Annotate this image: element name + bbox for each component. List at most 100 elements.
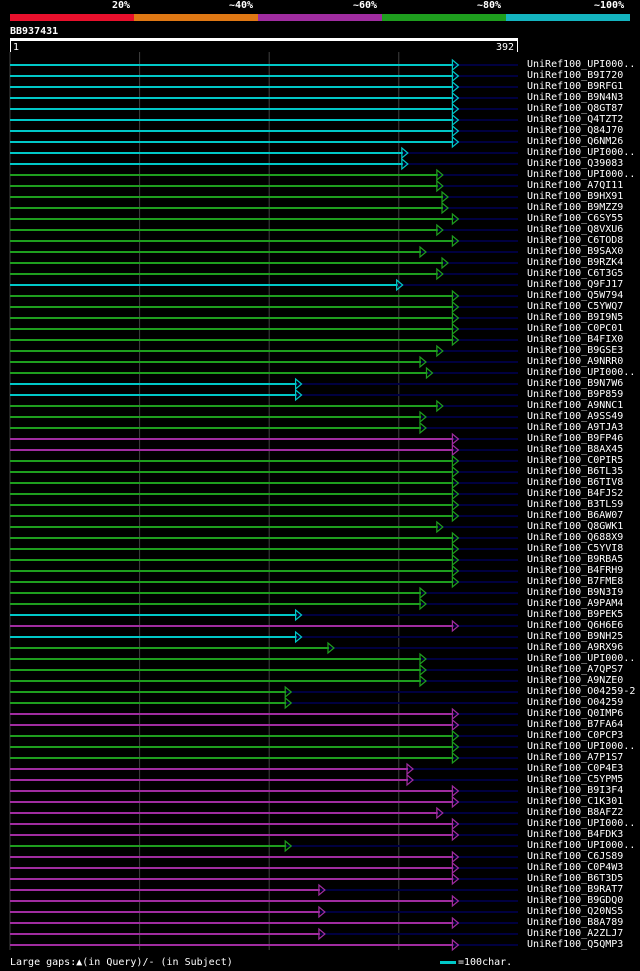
hit-arrow-icon bbox=[441, 256, 449, 270]
hit-label[interactable]: UniRef100_C6SY55 bbox=[527, 213, 624, 224]
hit-label[interactable]: UniRef100_B8A789 bbox=[527, 917, 624, 928]
hit-arrow-icon bbox=[451, 795, 460, 809]
hit-label[interactable]: UniRef100_A9NNC1 bbox=[527, 400, 624, 411]
hit-label[interactable]: UniRef100_C1K301 bbox=[527, 796, 624, 807]
hit-label[interactable]: UniRef100_C6JS89 bbox=[527, 851, 624, 862]
hit-label[interactable]: UniRef100_Q6H6E6 bbox=[527, 620, 624, 631]
hit-label[interactable]: UniRef100_B9NH25 bbox=[527, 631, 624, 642]
hit-label[interactable]: UniRef100_B9N3I9 bbox=[527, 587, 624, 598]
hit-arrow-icon bbox=[436, 179, 444, 193]
hit-label[interactable]: UniRef100_B9P859 bbox=[527, 389, 624, 400]
hit-label[interactable]: UniRef100_UPI000.. bbox=[527, 653, 636, 664]
hit-label[interactable]: UniRef100_C0PCP3 bbox=[527, 730, 624, 741]
hit-label[interactable]: UniRef100_C6TOD8 bbox=[527, 235, 624, 246]
hit-label[interactable]: UniRef100_B9I720 bbox=[527, 70, 624, 81]
hit-label[interactable]: UniRef100_B8AX45 bbox=[527, 444, 624, 455]
hit-label[interactable]: UniRef100_O04259-2 bbox=[527, 686, 636, 697]
hit-label[interactable]: UniRef100_A9RX96 bbox=[527, 642, 624, 653]
hit-label[interactable]: UniRef100_C5YWQ7 bbox=[527, 301, 624, 312]
hit-label[interactable]: UniRef100_Q6NM26 bbox=[527, 136, 624, 147]
hit-arrow-icon bbox=[419, 355, 427, 369]
hit-label[interactable]: UniRef100_C0P4W3 bbox=[527, 862, 624, 873]
hit-label[interactable]: UniRef100_Q8VXU6 bbox=[527, 224, 624, 235]
hit-label[interactable]: UniRef100_B3TLS9 bbox=[527, 499, 624, 510]
hit-label[interactable]: UniRef100_A9TJA3 bbox=[527, 422, 624, 433]
hit-label[interactable]: UniRef100_B9HX91 bbox=[527, 191, 624, 202]
hit-label[interactable]: UniRef100_B4FDK3 bbox=[527, 829, 624, 840]
hit-arrow-icon bbox=[451, 861, 460, 875]
hit-label[interactable]: UniRef100_UPI000.. bbox=[527, 59, 636, 70]
hit-arrow-icon bbox=[401, 146, 409, 160]
hit-label[interactable]: UniRef100_B9I3F4 bbox=[527, 785, 624, 796]
hit-label[interactable]: UniRef100_A9PAM4 bbox=[527, 598, 624, 609]
hit-label[interactable]: UniRef100_B9FP46 bbox=[527, 433, 624, 444]
hit-arrow-icon bbox=[451, 872, 460, 886]
hit-label[interactable]: UniRef100_Q5W794 bbox=[527, 290, 624, 301]
hit-label[interactable]: UniRef100_Q9FJ17 bbox=[527, 279, 624, 290]
hit-label[interactable]: UniRef100_C5YVI8 bbox=[527, 543, 624, 554]
hit-label[interactable]: UniRef100_B4FRH9 bbox=[527, 565, 624, 576]
hit-label[interactable]: UniRef100_O04259 bbox=[527, 697, 624, 708]
hit-label[interactable]: UniRef100_UPI000.. bbox=[527, 169, 636, 180]
hit-label[interactable]: UniRef100_B6TL35 bbox=[527, 466, 624, 477]
hit-label[interactable]: UniRef100_A9NRR0 bbox=[527, 356, 624, 367]
hit-label[interactable]: UniRef100_B9GDQ0 bbox=[527, 895, 624, 906]
hit-label[interactable]: UniRef100_B7FA64 bbox=[527, 719, 624, 730]
hit-label[interactable]: UniRef100_C0PC01 bbox=[527, 323, 624, 334]
hit-label[interactable]: UniRef100_Q8GWK1 bbox=[527, 521, 624, 532]
hit-label[interactable]: UniRef100_B7FME8 bbox=[527, 576, 624, 587]
hit-label[interactable]: UniRef100_B9I9N5 bbox=[527, 312, 624, 323]
hit-label[interactable]: UniRef100_Q4TZT2 bbox=[527, 114, 624, 125]
legend-seg-80 bbox=[382, 14, 506, 21]
hit-label[interactable]: UniRef100_C5YPM5 bbox=[527, 774, 624, 785]
hit-label[interactable]: UniRef100_UPI000.. bbox=[527, 840, 636, 851]
hit-arrow-icon bbox=[451, 916, 460, 930]
hit-label[interactable]: UniRef100_UPI000.. bbox=[527, 741, 636, 752]
hit-label[interactable]: UniRef100_B9N7W6 bbox=[527, 378, 624, 389]
hit-label[interactable]: UniRef100_A7QPS7 bbox=[527, 664, 624, 675]
hit-label[interactable]: UniRef100_UPI000.. bbox=[527, 818, 636, 829]
hit-label[interactable]: UniRef100_B9N4N3 bbox=[527, 92, 624, 103]
hit-label[interactable]: UniRef100_Q84J70 bbox=[527, 125, 624, 136]
hit-label[interactable]: UniRef100_C0PIR5 bbox=[527, 455, 624, 466]
hit-label[interactable]: UniRef100_B9RFG1 bbox=[527, 81, 624, 92]
hit-label[interactable]: UniRef100_B9MZZ9 bbox=[527, 202, 624, 213]
hit-label[interactable]: UniRef100_Q20NS5 bbox=[527, 906, 624, 917]
hit-arrow-icon bbox=[294, 388, 303, 402]
hit-arrow-icon bbox=[451, 828, 460, 842]
hit-label[interactable]: UniRef100_B9GSE3 bbox=[527, 345, 624, 356]
hit-label[interactable]: UniRef100_Q5QMP3 bbox=[527, 939, 624, 950]
hit-label[interactable]: UniRef100_B6T3D5 bbox=[527, 873, 624, 884]
hit-label[interactable]: UniRef100_B9RBA5 bbox=[527, 554, 624, 565]
hit-arrow-icon bbox=[451, 894, 460, 908]
hit-label[interactable]: UniRef100_A9SS49 bbox=[527, 411, 624, 422]
hit-label[interactable]: UniRef100_B9PEK5 bbox=[527, 609, 624, 620]
hit-label[interactable]: UniRef100_A2ZLJ7 bbox=[527, 928, 624, 939]
identity-color-legend bbox=[10, 14, 630, 21]
hit-label[interactable]: UniRef100_B4FIX0 bbox=[527, 334, 624, 345]
hit-arrow-icon bbox=[451, 124, 460, 138]
hit-arrow-icon bbox=[451, 498, 460, 512]
legend-label-40: ~40% bbox=[229, 0, 254, 11]
hit-label[interactable]: UniRef100_UPI000.. bbox=[527, 147, 636, 158]
hit-label[interactable]: UniRef100_A7QI11 bbox=[527, 180, 624, 191]
hit-arrow-icon bbox=[451, 817, 460, 831]
hit-label[interactable]: UniRef100_B6TIV8 bbox=[527, 477, 624, 488]
hit-label[interactable]: UniRef100_B9SAX0 bbox=[527, 246, 624, 257]
hit-label[interactable]: UniRef100_C0P4E3 bbox=[527, 763, 624, 774]
hit-label[interactable]: UniRef100_A7P1S7 bbox=[527, 752, 624, 763]
hit-label[interactable]: UniRef100_B6AW07 bbox=[527, 510, 624, 521]
hit-label[interactable]: UniRef100_B9RZK4 bbox=[527, 257, 624, 268]
hit-label[interactable]: UniRef100_Q39083 bbox=[527, 158, 624, 169]
hit-label[interactable]: UniRef100_B9RAT7 bbox=[527, 884, 624, 895]
hit-label[interactable]: UniRef100_Q8GT87 bbox=[527, 103, 624, 114]
hit-label[interactable]: UniRef100_Q688X9 bbox=[527, 532, 624, 543]
hit-label[interactable]: UniRef100_C6T3G5 bbox=[527, 268, 624, 279]
hit-label[interactable]: UniRef100_Q0IMP6 bbox=[527, 708, 624, 719]
hit-label[interactable]: UniRef100_B4FJS2 bbox=[527, 488, 624, 499]
hit-label[interactable]: UniRef100_UPI000.. bbox=[527, 367, 636, 378]
hit-arrow-icon bbox=[451, 740, 460, 754]
hit-label[interactable]: UniRef100_A9NZE0 bbox=[527, 675, 624, 686]
hit-label[interactable]: UniRef100_B8AFZ2 bbox=[527, 807, 624, 818]
hit-arrow-icon bbox=[441, 190, 449, 204]
